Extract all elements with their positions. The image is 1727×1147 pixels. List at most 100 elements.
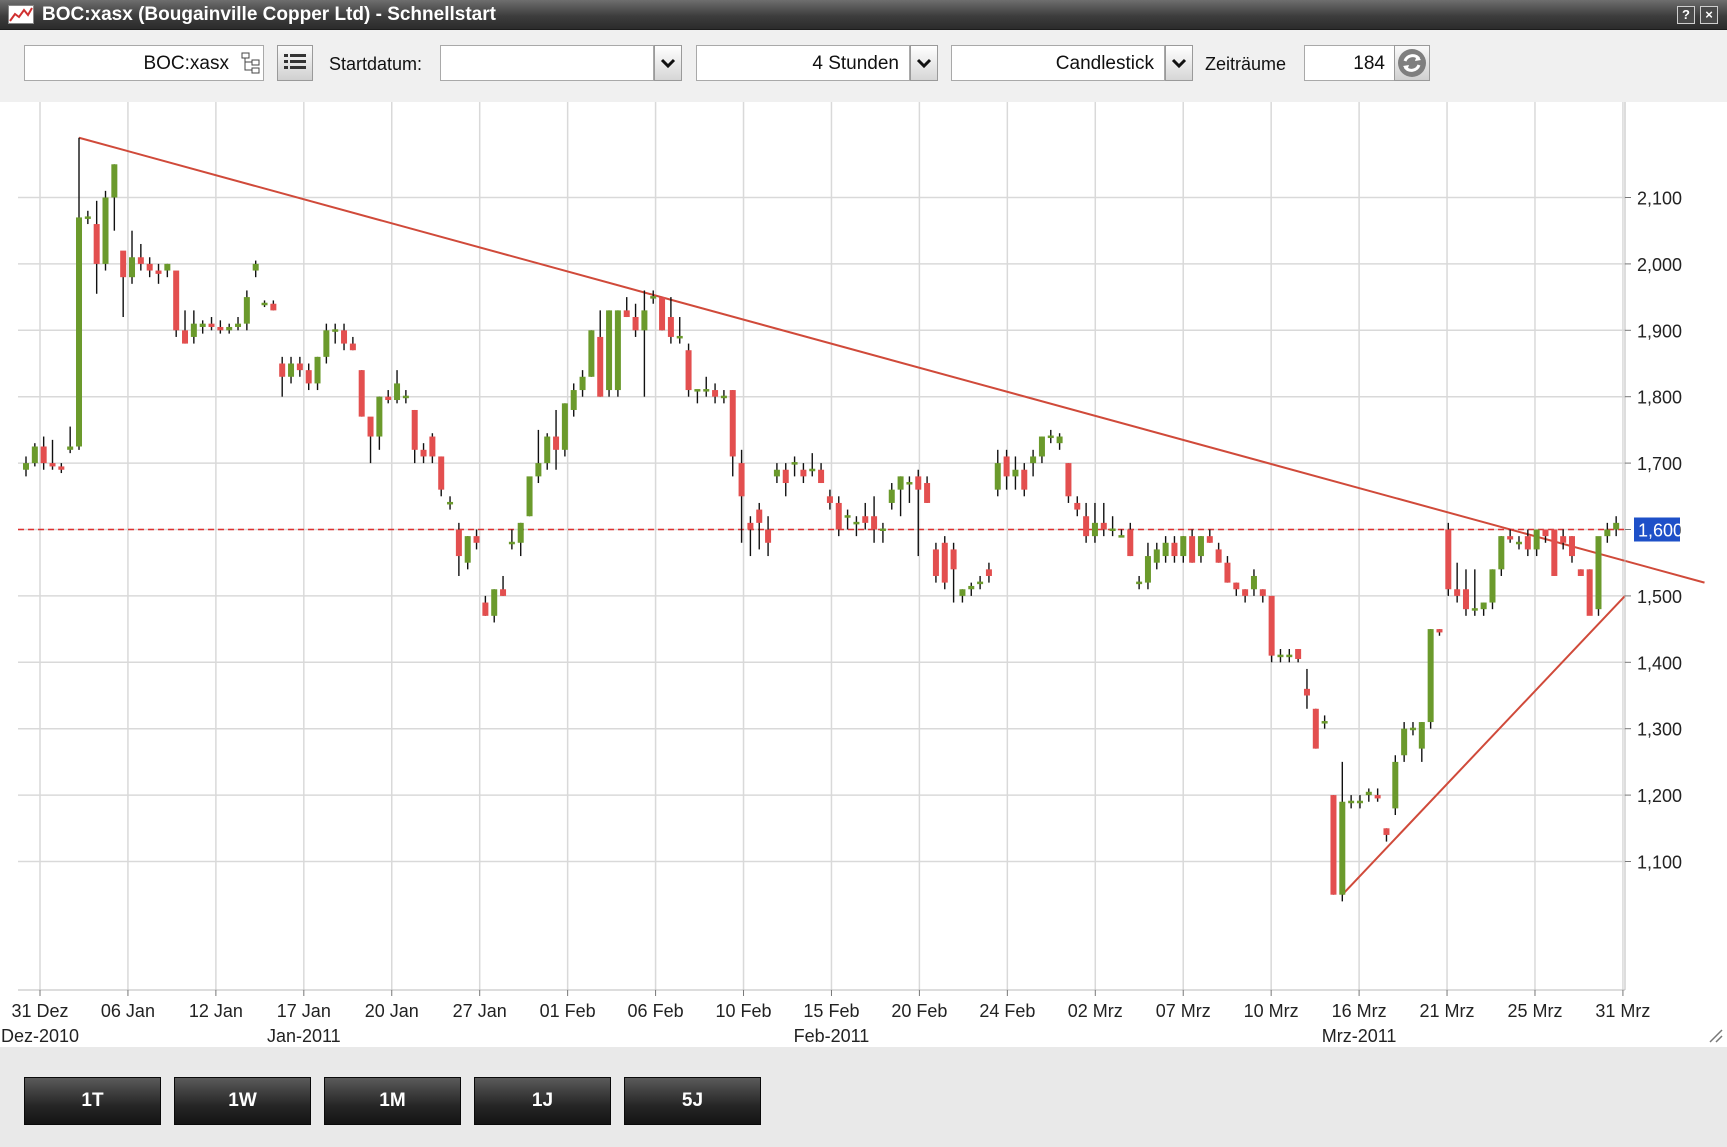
period-1j-button[interactable]: 1J — [474, 1077, 611, 1125]
candle-body — [1533, 529, 1540, 550]
candle — [517, 522, 524, 557]
candle — [217, 320, 224, 334]
candle — [553, 409, 560, 470]
toolbar: BOC:xasx Startdatum: 4 Stunden — [0, 30, 1727, 102]
help-icon[interactable]: ? — [1677, 6, 1695, 24]
period-1w-button[interactable]: 1W — [174, 1077, 311, 1125]
candle — [1524, 529, 1531, 557]
candle-body — [1003, 456, 1010, 477]
candle — [1224, 556, 1231, 583]
refresh-button[interactable] — [1394, 45, 1430, 81]
current-price-label: 1,600 — [1638, 521, 1683, 541]
candle-body — [491, 589, 498, 616]
candle-body — [782, 469, 789, 484]
candle-body — [1065, 463, 1072, 497]
candle — [31, 443, 38, 467]
settings-list-button[interactable] — [277, 45, 313, 81]
resize-grip-icon[interactable] — [1709, 1029, 1723, 1043]
candle — [1074, 496, 1081, 517]
candle — [1295, 649, 1302, 663]
candle-body — [1392, 761, 1399, 809]
y-tick-label: 1,400 — [1637, 653, 1682, 673]
candle — [137, 243, 144, 271]
candle — [473, 529, 480, 550]
candle-body — [773, 469, 780, 477]
charttype-select[interactable]: Candlestick — [951, 45, 1165, 81]
candle-body — [40, 446, 47, 464]
candle-body — [906, 482, 913, 485]
symbol-input[interactable]: BOC:xasx — [24, 45, 264, 81]
candle-body — [977, 581, 984, 585]
chart-background — [0, 102, 1727, 1047]
candle — [252, 260, 259, 278]
candle-body — [888, 489, 895, 503]
candle-body — [1595, 536, 1602, 610]
candle — [800, 463, 807, 484]
month-label: Dez-2010 — [1, 1026, 79, 1046]
candle — [1127, 522, 1134, 557]
candle — [906, 476, 913, 503]
candle-body — [49, 463, 56, 467]
startdatum-dropdown-button[interactable] — [654, 45, 682, 81]
candle — [994, 449, 1001, 497]
candle — [535, 429, 542, 484]
candle — [173, 270, 180, 337]
candle-body — [1427, 629, 1434, 723]
chart-area[interactable]: 1,100 1,200 1,300 1,400 1,500 1,600 1,700 1,800… — [0, 102, 1727, 1047]
y-tick-label: 1,300 — [1637, 720, 1682, 740]
candle-body — [1383, 828, 1390, 835]
candle — [49, 439, 56, 470]
period-1m-button[interactable]: 1M — [324, 1077, 461, 1125]
zeitraeume-input[interactable]: 184 — [1304, 45, 1396, 81]
candle-body — [614, 310, 621, 391]
close-icon[interactable]: × — [1700, 6, 1718, 24]
candle — [632, 303, 639, 337]
candle — [1144, 542, 1151, 590]
candle-body — [800, 469, 807, 477]
candle — [756, 502, 763, 550]
period-5j-button[interactable]: 5J — [624, 1077, 761, 1125]
candle — [146, 257, 153, 278]
candle-body — [1498, 536, 1505, 570]
candle-body — [146, 263, 153, 271]
candle-body — [1074, 502, 1081, 510]
candle — [1551, 529, 1558, 576]
candle — [1533, 529, 1540, 557]
period-1t-button[interactable]: 1T — [24, 1077, 161, 1125]
candle — [323, 323, 330, 364]
candlestick-chart[interactable]: 1,100 1,200 1,300 1,400 1,500 1,600 1,700 1,800… — [0, 102, 1727, 1047]
candle-body — [579, 376, 586, 391]
candle-body — [941, 542, 948, 583]
candle — [1339, 761, 1346, 902]
candle — [1560, 529, 1567, 550]
charttype-dropdown-button[interactable] — [1165, 45, 1193, 81]
symbol-lookup-icon[interactable] — [241, 52, 261, 74]
x-tick-label: 06 Jan — [101, 1001, 155, 1021]
candle — [738, 449, 745, 543]
candle-body — [58, 466, 65, 470]
candle — [985, 562, 992, 583]
candle — [1383, 828, 1390, 842]
candle — [1321, 715, 1328, 729]
resize-grip-line — [1709, 1029, 1723, 1043]
candle-body — [985, 569, 992, 576]
candle-body — [1409, 727, 1416, 731]
candle — [809, 453, 816, 477]
x-tick-label: 27 Jan — [453, 1001, 507, 1021]
candle — [844, 509, 851, 530]
candle-body — [544, 436, 551, 464]
candle-body — [959, 589, 966, 596]
interval-select[interactable]: 4 Stunden — [696, 45, 910, 81]
candle — [1330, 795, 1337, 895]
candle — [641, 290, 648, 397]
candle-body — [31, 446, 38, 464]
candle — [1242, 589, 1249, 603]
candle — [561, 403, 568, 457]
candle-body — [1330, 795, 1337, 895]
candle — [579, 370, 586, 397]
candle-body — [1012, 469, 1019, 477]
startdatum-select[interactable] — [440, 45, 654, 81]
candle-body — [332, 329, 339, 332]
interval-dropdown-button[interactable] — [910, 45, 938, 81]
